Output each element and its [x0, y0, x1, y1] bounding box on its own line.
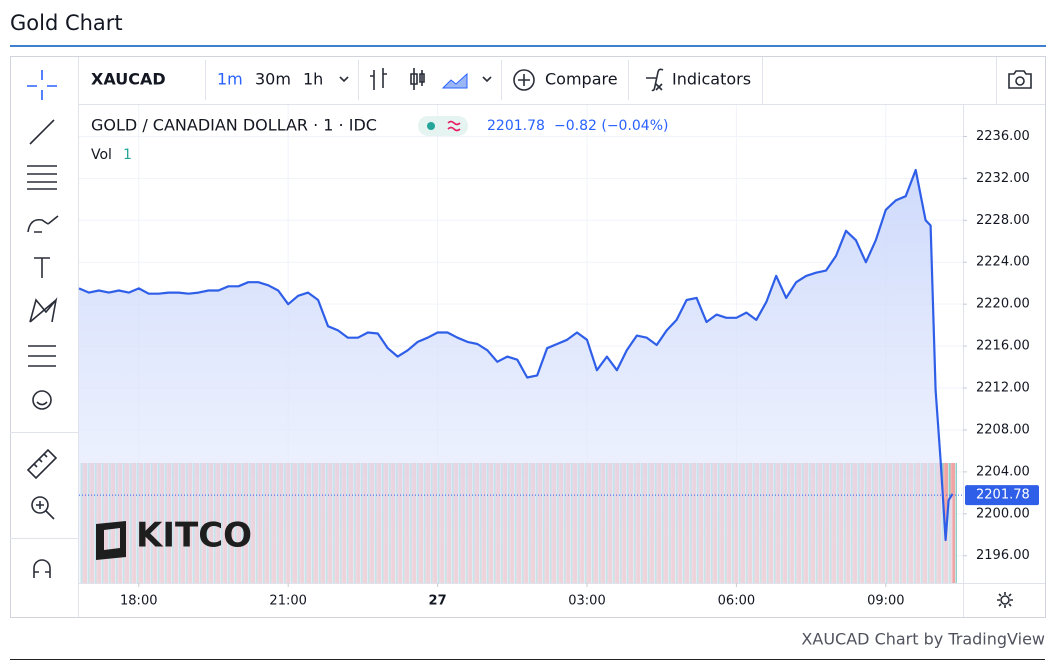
- instrument-name: GOLD / CANADIAN DOLLAR · 1 · IDC: [91, 116, 377, 135]
- settings-icon[interactable]: [1000, 595, 1010, 605]
- last-price-box: [965, 485, 1039, 506]
- watermark: KITCO: [136, 516, 252, 556]
- text-tool[interactable]: [34, 257, 50, 278]
- prediction-tool[interactable]: [28, 345, 56, 367]
- y-tick-label: 2208.00: [976, 422, 1030, 437]
- interval-dropdown[interactable]: [339, 76, 349, 83]
- fib-tool[interactable]: [27, 165, 57, 190]
- page-title: Gold Chart: [10, 11, 123, 35]
- kitco-logo: [96, 521, 126, 560]
- magnet-tool[interactable]: [33, 559, 51, 578]
- symbol[interactable]: XAUCAD: [91, 70, 166, 89]
- x-tick-label: 09:00: [867, 594, 904, 609]
- zoom-tool[interactable]: [31, 496, 49, 514]
- brush-tool[interactable]: [27, 215, 59, 233]
- candles-icon[interactable]: [410, 68, 425, 90]
- compare-icon[interactable]: [518, 74, 530, 86]
- y-tick-label: 2204.00: [976, 464, 1030, 479]
- x-tick-label: 18:00: [120, 594, 157, 609]
- attribution[interactable]: XAUCAD Chart by TradingView: [801, 630, 1045, 649]
- crosshair-tool[interactable]: [27, 70, 57, 100]
- y-tick-label: 2228.00: [976, 213, 1030, 228]
- last-price: 2201.78: [487, 118, 545, 134]
- x-tick-label: 21:00: [269, 594, 306, 609]
- zoom-tool[interactable]: [36, 501, 55, 520]
- indicators-icon[interactable]: [646, 68, 664, 92]
- y-tick-label: 2200.00: [976, 506, 1030, 521]
- y-tick-label: 2236.00: [976, 129, 1030, 144]
- style-dropdown[interactable]: [482, 76, 492, 83]
- x-tick-label: 06:00: [718, 594, 755, 609]
- area-icon[interactable]: [441, 72, 468, 89]
- bars-icon[interactable]: [370, 68, 387, 90]
- trendline-tool[interactable]: [29, 119, 55, 145]
- area-fill: [79, 170, 953, 583]
- price-line: [78, 168, 954, 542]
- compare-icon[interactable]: [513, 69, 535, 91]
- y-tick-label: 2220.00: [976, 297, 1030, 312]
- snapshot-icon[interactable]: [1015, 76, 1025, 86]
- y-tick-label: 2216.00: [976, 339, 1030, 354]
- y-tick-label: 2196.00: [976, 548, 1030, 563]
- volume-length: 1: [123, 147, 132, 163]
- last-price-label: 2201.78: [976, 488, 1030, 503]
- x-tick-label: 03:00: [568, 594, 605, 609]
- emoji-tool[interactable]: [36, 401, 48, 406]
- settings-icon[interactable]: [997, 592, 1013, 608]
- price-change: −0.82 (−0.04%): [554, 118, 668, 134]
- snapshot-icon[interactable]: [1008, 70, 1032, 89]
- measure-tool[interactable]: [26, 448, 58, 480]
- title-rule: [10, 45, 1046, 47]
- indicators-button[interactable]: Indicators: [672, 70, 751, 89]
- status-dot: [427, 122, 435, 130]
- y-tick-label: 2212.00: [976, 381, 1030, 396]
- interval-button[interactable]: 30m: [255, 70, 291, 89]
- plot-area: 2196.00 2200.00 2204.00 2208.00 2212.00 2216.…: [78, 105, 1039, 609]
- compare-button[interactable]: Compare: [545, 70, 618, 89]
- emoji-tool[interactable]: [32, 390, 52, 410]
- volume-label: Vol: [91, 147, 112, 163]
- y-tick-label: 2224.00: [976, 255, 1030, 270]
- delay-icon: [447, 120, 461, 132]
- pattern-tool[interactable]: [29, 297, 58, 323]
- interval-button[interactable]: 1h: [303, 70, 323, 89]
- x-tick-label: 27: [429, 594, 447, 609]
- interval-button[interactable]: 1m: [217, 70, 243, 89]
- y-tick-label: 2232.00: [976, 171, 1030, 186]
- market-status: [418, 116, 468, 136]
